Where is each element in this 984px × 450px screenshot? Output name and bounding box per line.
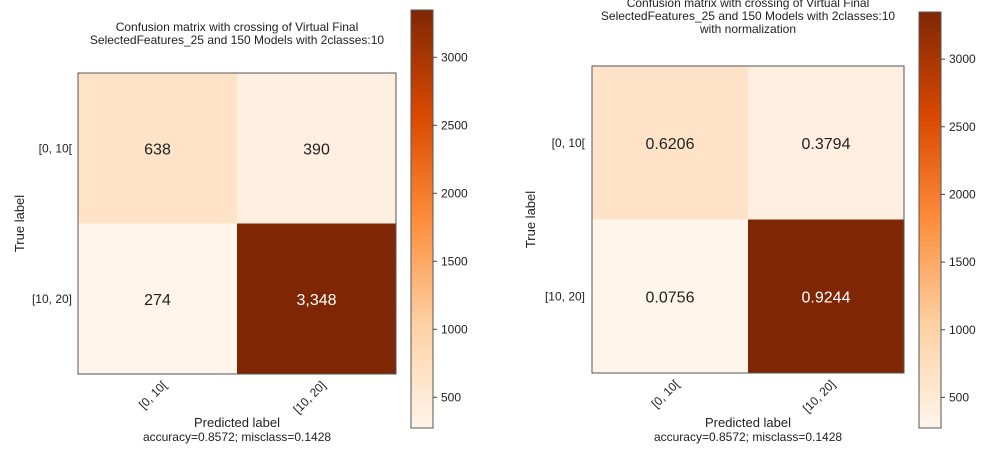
y-axis-label: True label bbox=[12, 195, 27, 252]
chart-panel-2: Confusion matrix with crossing of Virtua… bbox=[523, 0, 976, 444]
colorbar-tick-label: 500 bbox=[441, 390, 461, 404]
cell-value-label: 0.6206 bbox=[646, 136, 695, 153]
heatmap-cell bbox=[592, 66, 748, 220]
plot-frame bbox=[77, 72, 397, 375]
colorbar-tick-label: 2500 bbox=[441, 118, 468, 132]
x-tick-label: [0, 10[ bbox=[649, 377, 683, 411]
cell-value-label: 390 bbox=[303, 141, 330, 158]
colorbar-tick-label: 1500 bbox=[949, 255, 976, 269]
x-axis-label: Predicted label bbox=[705, 415, 791, 430]
cell-value-label: 0.3794 bbox=[802, 136, 851, 153]
cell-value-label: 3,348 bbox=[296, 292, 336, 309]
accuracy-footer: accuracy=0.8572; misclass=0.1428 bbox=[143, 430, 331, 444]
x-tick-label: [10, 20] bbox=[800, 377, 838, 415]
cell-value-label: 0.0756 bbox=[646, 289, 695, 306]
colorbar-tick-label: 1000 bbox=[949, 323, 976, 337]
x-tick-label: [10, 20] bbox=[290, 378, 328, 416]
y-tick-label: [10, 20] bbox=[32, 292, 72, 306]
plot-frame bbox=[591, 65, 905, 374]
colorbar bbox=[410, 9, 434, 429]
x-axis-label: Predicted label bbox=[194, 415, 280, 430]
colorbar-tick-label: 2000 bbox=[441, 186, 468, 200]
y-tick-label: [10, 20] bbox=[545, 289, 585, 303]
heatmap-cell bbox=[237, 223, 396, 374]
x-tick-label: [0, 10[ bbox=[136, 378, 170, 412]
chart-title: Confusion matrix with crossing of Virtua… bbox=[601, 0, 896, 36]
colorbar-tick-label: 1500 bbox=[441, 254, 468, 268]
heatmap-cell bbox=[78, 73, 237, 224]
heatmap-cell bbox=[748, 219, 904, 373]
colorbar bbox=[918, 11, 942, 429]
heatmap-cell bbox=[78, 223, 237, 374]
cell-value-label: 274 bbox=[144, 292, 171, 309]
chart-panel-1: Confusion matrix with crossing of Virtua… bbox=[12, 9, 468, 444]
cell-value-label: 638 bbox=[144, 141, 171, 158]
colorbar-tick-label: 500 bbox=[949, 390, 969, 404]
cell-value-label: 0.9244 bbox=[802, 289, 851, 306]
colorbar-tick-label: 2000 bbox=[949, 187, 976, 201]
y-tick-label: [0, 10[ bbox=[39, 141, 73, 155]
y-axis-label: True label bbox=[523, 191, 538, 248]
y-tick-label: [0, 10[ bbox=[552, 136, 586, 150]
colorbar-tick-label: 2500 bbox=[949, 120, 976, 134]
colorbar-tick-label: 3000 bbox=[949, 52, 976, 66]
heatmap-cell bbox=[592, 219, 748, 373]
heatmap-cell bbox=[237, 73, 396, 224]
accuracy-footer: accuracy=0.8572; misclass=0.1428 bbox=[654, 430, 842, 444]
colorbar-tick-label: 3000 bbox=[441, 50, 468, 64]
chart-title: Confusion matrix with crossing of Virtua… bbox=[90, 20, 385, 47]
heatmap-cell bbox=[748, 66, 904, 220]
colorbar-tick-label: 1000 bbox=[441, 322, 468, 336]
